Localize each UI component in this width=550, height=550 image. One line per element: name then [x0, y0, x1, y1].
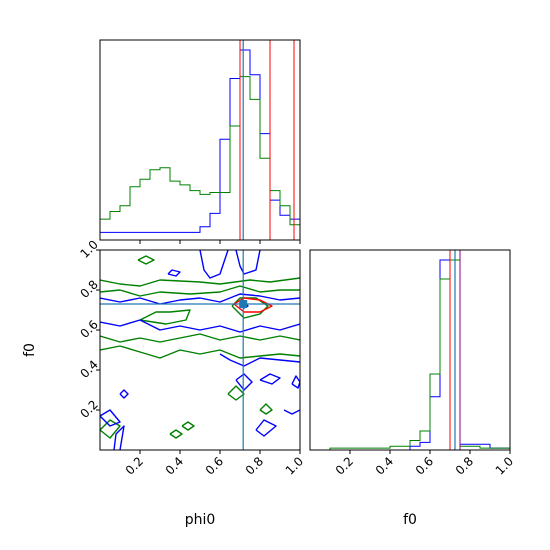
contour-line-11	[259, 403, 273, 415]
contour-marks	[100, 250, 300, 450]
y-axis-label-f0: f0	[22, 343, 38, 357]
contour-line-23	[167, 269, 181, 277]
contour-line-18	[259, 373, 281, 385]
contour-line-15	[235, 250, 261, 275]
contour-line-22	[119, 389, 129, 399]
f0-hist-series-0-step	[310, 259, 510, 450]
contour-line-2	[139, 309, 191, 325]
contour-line-19	[291, 375, 300, 389]
contour-line-1	[100, 277, 300, 287]
contour-xtick-label-4: 1.0	[283, 454, 306, 477]
x-axis-label-f0: f0	[403, 512, 417, 528]
contour-line-0	[100, 285, 300, 297]
contour-frame	[99, 249, 301, 451]
f0-hist-xtick-label-0: 0.2	[333, 454, 356, 477]
contour-ytick-label-3: 0.8	[77, 277, 100, 300]
contour-line-12	[100, 319, 300, 333]
contour-line-21	[113, 425, 125, 450]
contour-xtick-label-1: 0.4	[163, 454, 186, 477]
phi0-hist-frame	[99, 39, 301, 241]
contour-ytick-label-1: 0.4	[77, 357, 100, 380]
f0-hist-xtick-label-2: 0.6	[413, 454, 436, 477]
contour-line-27	[233, 297, 273, 313]
f0-hist-frame	[309, 249, 511, 451]
contour-ytick-label-4: 1.0	[77, 237, 100, 260]
contour-xtick-label-3: 0.8	[243, 454, 266, 477]
contour-line-3	[100, 345, 300, 359]
contour-line-6	[137, 255, 155, 265]
contour-xtick-label-0: 0.2	[123, 454, 146, 477]
f0-hist-xtick-label-4: 1.0	[493, 454, 516, 477]
contour-line-13	[100, 293, 300, 305]
contour-xtick-label-2: 0.6	[203, 454, 226, 477]
f0-hist-series-1-step	[310, 259, 510, 450]
contour-line-16	[219, 353, 300, 367]
contour-line-20	[100, 409, 121, 427]
contour-line-10	[181, 421, 195, 431]
contour-line-8	[227, 385, 245, 401]
x-axis-label-phi0: phi0	[185, 512, 216, 528]
phi0-hist-series-0-step	[100, 49, 300, 240]
contour-ytick-label-2: 0.6	[77, 317, 100, 340]
truth-marker	[239, 300, 248, 308]
contour-line-25	[283, 409, 300, 415]
f0-hist-xtick-label-1: 0.4	[373, 454, 396, 477]
contour-line-5	[231, 297, 269, 319]
f0-hist-xtick-label-3: 0.8	[453, 454, 476, 477]
contour-ytick-label-0: 0.2	[77, 397, 100, 420]
contour-line-14	[199, 250, 229, 279]
contour-line-9	[169, 429, 183, 439]
contour-line-17	[235, 373, 253, 391]
f0-hist-marks	[310, 250, 510, 450]
contour-line-24	[255, 419, 277, 437]
phi0-hist-marks	[100, 40, 300, 240]
contour-line-4	[100, 333, 300, 343]
